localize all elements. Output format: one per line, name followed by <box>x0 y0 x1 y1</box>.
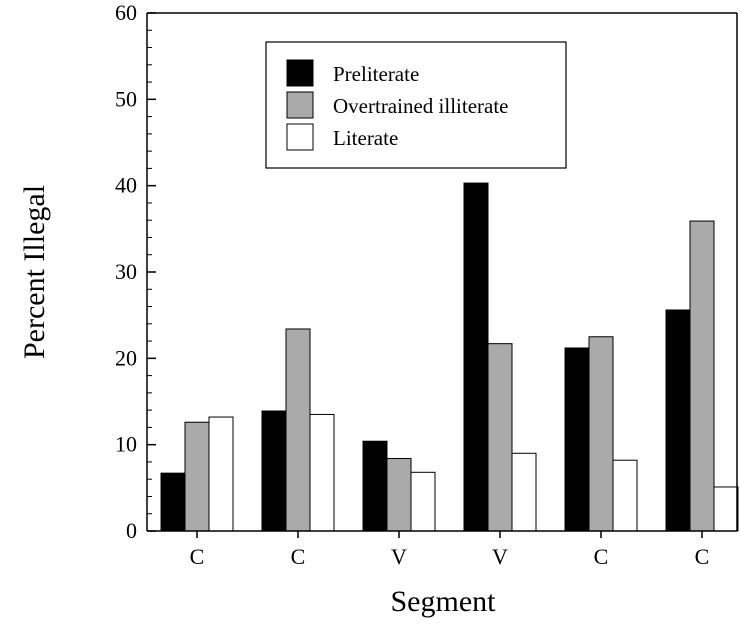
bar-overtrained-illiterate <box>285 328 311 532</box>
legend-label-overtrained-illiterate: Overtrained illiterate <box>333 94 509 118</box>
bar-overtrained-illiterate <box>487 343 513 532</box>
bar-literate <box>309 413 335 532</box>
legend-swatch-overtrained-illiterate <box>286 91 314 119</box>
y-tick-label: 10 <box>115 432 137 457</box>
bar-preliterate <box>463 182 489 532</box>
y-tick-label: 0 <box>126 518 137 543</box>
x-tick-label: V <box>492 544 508 569</box>
bar-overtrained-illiterate <box>386 457 412 532</box>
legend-swatch-literate <box>286 123 314 151</box>
x-tick-label: C <box>594 544 609 569</box>
legend-box <box>265 41 567 169</box>
bar-literate <box>511 452 537 532</box>
bar-literate <box>612 459 638 532</box>
bar-literate <box>208 416 234 532</box>
y-ticks: 0 10 20 30 40 50 60 <box>115 0 156 543</box>
bar-preliterate <box>665 309 691 532</box>
legend-swatch-preliterate <box>286 59 314 87</box>
x-tick-label: V <box>391 544 407 569</box>
y-tick-label: 60 <box>115 0 137 25</box>
bar-preliterate <box>261 410 287 532</box>
x-tick-label: C <box>695 544 710 569</box>
y-tick-label: 50 <box>115 86 137 111</box>
bar-preliterate <box>564 347 590 532</box>
y-axis-title: Percent Illegal <box>18 185 51 359</box>
bar-overtrained-illiterate <box>689 220 715 532</box>
y-tick-label: 30 <box>115 259 137 284</box>
legend-label-literate: Literate <box>333 126 398 150</box>
bar-literate <box>410 471 436 532</box>
bar-group <box>160 182 739 532</box>
x-tick-label: C <box>190 544 205 569</box>
x-tick-label: C <box>291 544 306 569</box>
legend-label-preliterate: Preliterate <box>333 62 419 86</box>
bar-overtrained-illiterate <box>588 336 614 532</box>
bar-overtrained-illiterate <box>184 421 210 532</box>
bar-preliterate <box>160 472 186 532</box>
y-tick-label: 40 <box>115 173 137 198</box>
bar-literate <box>713 486 739 532</box>
y-tick-label: 20 <box>115 345 137 370</box>
bar-preliterate <box>362 440 388 532</box>
x-axis-title: Segment <box>391 585 497 618</box>
legend: Preliterate Overtrained illiterate Liter… <box>265 41 567 169</box>
